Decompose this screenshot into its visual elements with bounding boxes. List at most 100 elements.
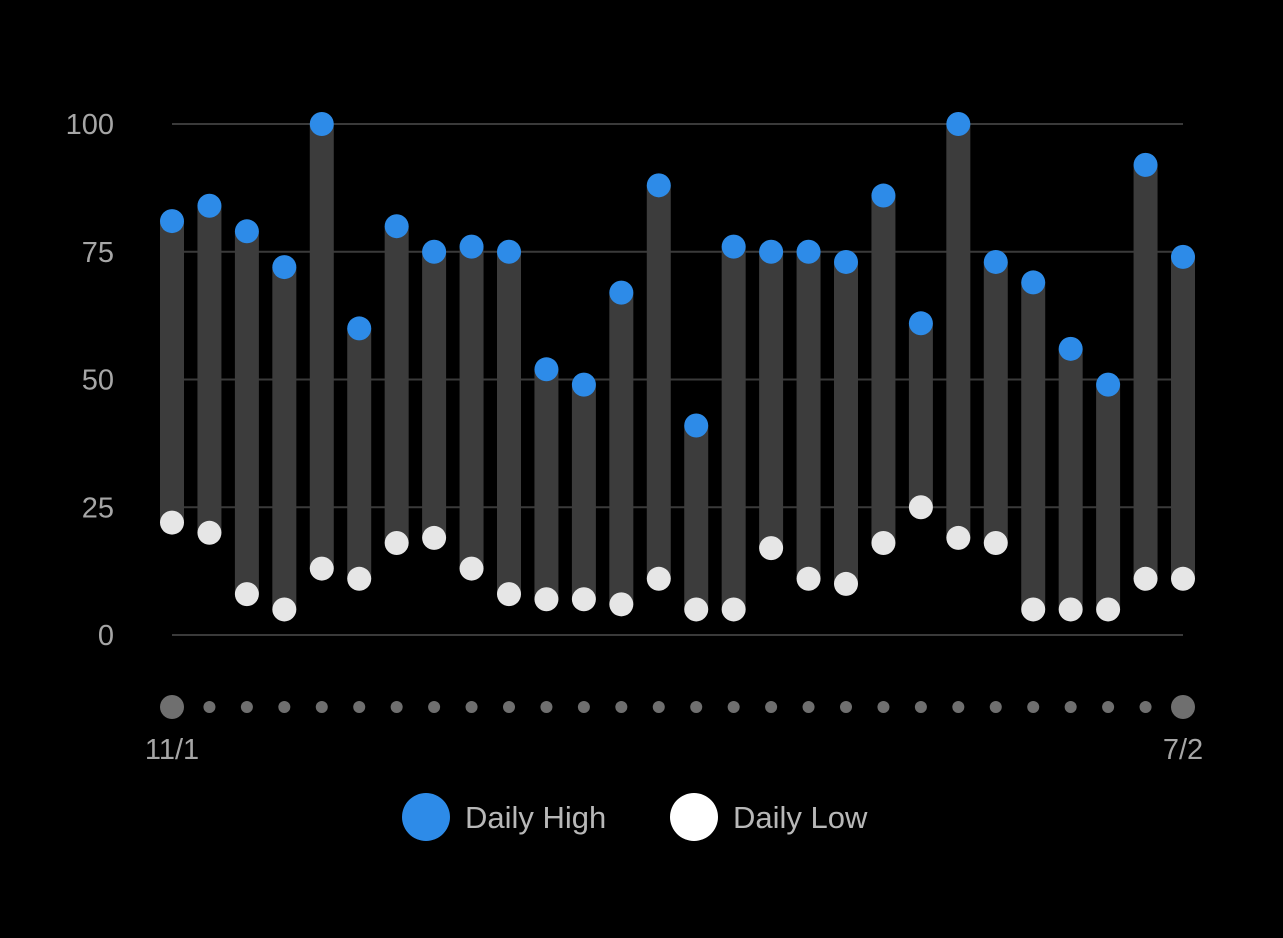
daily-low-point	[234, 582, 259, 607]
range-bar	[834, 261, 858, 584]
daily-high-point	[384, 214, 409, 239]
range-bar	[946, 124, 971, 538]
date-indicator-end-dot	[160, 695, 184, 719]
date-indicator-dot	[465, 701, 478, 713]
low-markers	[160, 495, 1195, 622]
daily-high-point	[946, 112, 971, 136]
daily-low-point	[197, 520, 222, 545]
legend: Daily High Daily Low	[402, 793, 868, 841]
date-indicator-dot	[278, 701, 291, 713]
range-bar	[908, 323, 933, 508]
x-tick-first: 11/1	[145, 734, 199, 766]
date-indicator-dot	[1064, 701, 1077, 713]
daily-low-point	[983, 531, 1008, 556]
date-indicator-dot	[877, 701, 890, 713]
daily-high-point	[1058, 336, 1083, 361]
y-tick-label: 25	[82, 492, 114, 524]
date-indicator-dot	[802, 701, 815, 713]
daily-low-point	[796, 566, 821, 591]
range-bar	[459, 246, 484, 569]
daily-high-point	[1021, 270, 1046, 295]
daily-low-point	[534, 587, 559, 612]
daily-low-point	[347, 566, 372, 591]
daily-high-point	[459, 234, 484, 259]
date-indicator-dot	[203, 701, 216, 713]
daily-high-point	[197, 193, 222, 218]
date-indicator-dot	[1027, 701, 1040, 713]
range-bar	[197, 205, 222, 533]
date-indicator-dot	[615, 701, 628, 713]
daily-low-point	[422, 525, 447, 550]
daily-low-point	[759, 536, 784, 561]
date-indicator-dot	[353, 701, 366, 713]
range-bar	[309, 124, 334, 569]
daily-high-point	[871, 183, 896, 208]
y-tick-label: 0	[98, 620, 114, 652]
date-indicator-dot	[989, 701, 1002, 713]
range-bar	[571, 384, 596, 600]
range-bar	[609, 292, 634, 605]
daily-low-point	[1058, 597, 1083, 622]
date-indicator-end-dot	[1171, 695, 1195, 719]
daily-high-point	[796, 239, 821, 264]
date-indicator-dot	[1139, 701, 1152, 713]
y-tick-label: 100	[66, 109, 114, 141]
range-bar	[1171, 256, 1195, 579]
daily-low-point	[1096, 597, 1121, 622]
legend-swatch-daily-low	[670, 793, 718, 841]
daily-high-point	[834, 249, 858, 274]
date-indicator-dot	[727, 701, 740, 713]
date-indicator-dot	[240, 701, 253, 713]
daily-low-point	[721, 597, 746, 622]
date-indicator-dot	[577, 701, 590, 713]
daily-high-point	[422, 239, 447, 264]
daily-high-point	[534, 357, 559, 382]
range-bar	[684, 425, 709, 610]
range-bar	[796, 251, 821, 579]
date-indicator-dot	[952, 701, 965, 713]
high-markers	[160, 112, 1195, 438]
daily-high-point	[721, 234, 746, 259]
daily-low-point	[1133, 566, 1158, 591]
daily-high-point	[347, 316, 372, 341]
daily-low-point	[946, 525, 971, 550]
daily-high-point	[571, 372, 596, 397]
date-indicator-dots	[160, 695, 1195, 719]
daily-low-point	[834, 571, 858, 596]
date-indicator-dot	[914, 701, 927, 713]
date-indicator-dot	[315, 701, 328, 713]
date-indicator-dot	[390, 701, 403, 713]
daily-low-point	[609, 592, 634, 617]
daily-low-point	[871, 531, 896, 556]
daily-high-point	[1133, 152, 1158, 177]
daily-high-point	[234, 219, 259, 244]
daily-high-point	[609, 280, 634, 305]
legend-label-daily-low: Daily Low	[733, 800, 868, 835]
legend-swatch-daily-high	[402, 793, 450, 841]
range-bars	[160, 124, 1195, 610]
daily-high-point	[684, 413, 709, 438]
date-indicator-dot	[503, 701, 515, 713]
range-bar	[234, 231, 259, 595]
daily-low-point	[646, 566, 671, 591]
date-indicator-dot	[540, 701, 553, 713]
range-bar	[347, 328, 372, 579]
daily-low-point	[497, 582, 521, 607]
date-indicator-dot	[690, 701, 703, 713]
range-bar	[1021, 282, 1046, 610]
daily-high-point	[160, 209, 184, 234]
daily-high-point	[1096, 372, 1121, 397]
daily-low-point	[908, 495, 933, 520]
range-bar	[422, 251, 447, 538]
range-bar	[497, 251, 521, 595]
daily-high-point	[272, 255, 297, 280]
daily-high-point	[497, 239, 521, 264]
range-bar	[983, 261, 1008, 544]
daily-low-point	[309, 556, 334, 581]
date-indicator-dot	[765, 701, 778, 713]
range-bar	[160, 221, 184, 523]
range-bar	[534, 369, 559, 600]
daily-low-point	[571, 587, 596, 612]
legend-label-daily-high: Daily High	[465, 800, 606, 835]
